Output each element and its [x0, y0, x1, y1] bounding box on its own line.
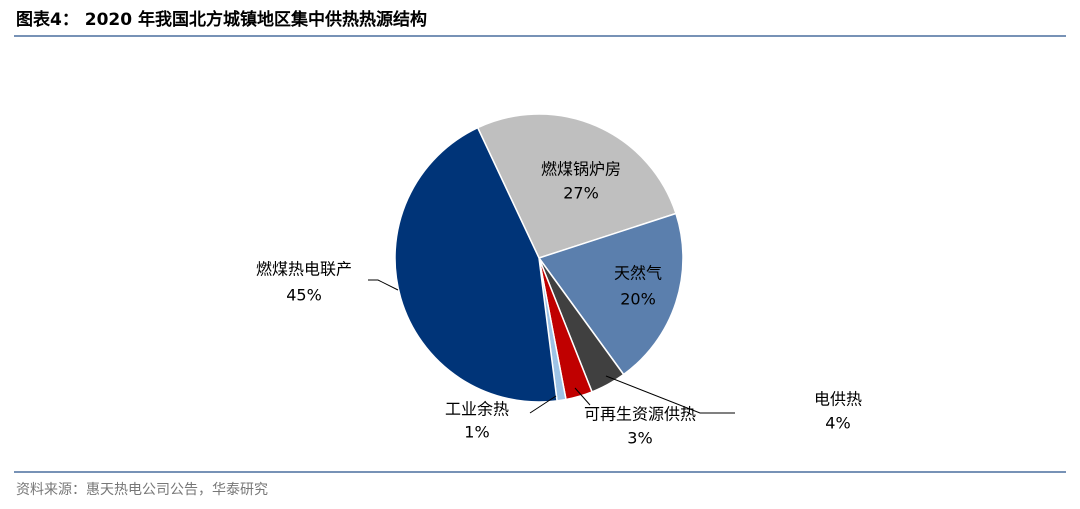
chart-title: 图表4： 2020 年我国北方城镇地区集中供热热源结构 — [16, 9, 427, 30]
slice-value: 1% — [464, 423, 489, 442]
leader-line — [529, 395, 557, 414]
slice-value: 3% — [627, 429, 652, 448]
source: 资料来源：惠天热电公司公告，华泰研究 — [16, 482, 268, 498]
slice-value: 45% — [286, 286, 322, 305]
pie-slice — [394, 126, 558, 403]
slice-label: 工业余热 — [445, 400, 509, 419]
pie-slice — [476, 113, 677, 259]
leader-line — [574, 387, 591, 406]
pie-slice — [537, 212, 684, 376]
leader-line — [605, 375, 735, 414]
slice-value: 4% — [825, 414, 850, 433]
leader-line — [368, 279, 399, 291]
slice-label: 燃煤锅炉房 — [541, 160, 621, 179]
slice-value: 27% — [563, 184, 599, 203]
slice-label: 可再生资源供热 — [584, 405, 696, 424]
slice-value: 20% — [620, 290, 656, 309]
slice-label: 电供热 — [814, 390, 862, 409]
slice-label: 燃煤热电联产 — [256, 260, 352, 279]
slice-label: 天然气 — [614, 264, 662, 283]
